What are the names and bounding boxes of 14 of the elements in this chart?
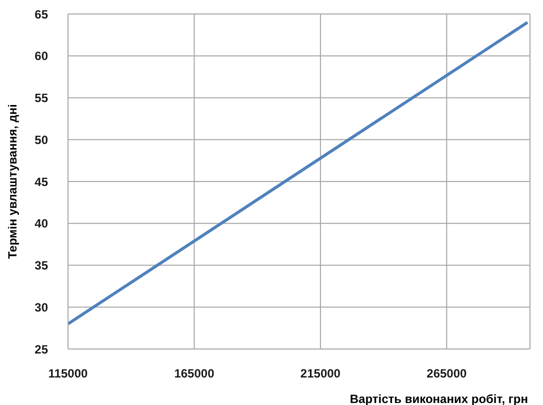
y-tick-label: 25	[34, 342, 48, 356]
y-tick-label: 45	[34, 174, 48, 189]
y-tick-label: 30	[34, 300, 48, 314]
x-tick-label: 165000	[174, 366, 215, 381]
x-tick-label: 215000	[300, 366, 341, 381]
y-tick-label: 35	[34, 258, 48, 273]
y-tick-label: 55	[34, 91, 48, 106]
y-tick-label: 50	[34, 132, 48, 147]
x-tick-label: 115000	[48, 366, 88, 381]
y-tick-label: 65	[34, 7, 48, 22]
y-tick-label: 60	[34, 49, 48, 64]
y-tick-label: 40	[34, 216, 48, 231]
x-tick-label: 265000	[426, 366, 468, 381]
y-axis-title: Термін увлаштування, дні	[5, 104, 20, 259]
